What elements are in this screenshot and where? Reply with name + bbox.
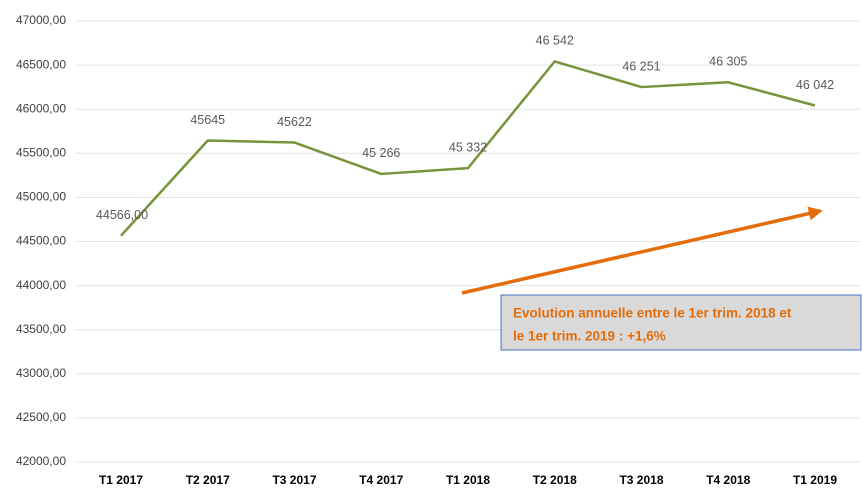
data-label: 44566,00 xyxy=(96,208,148,222)
y-tick-label: 45000,00 xyxy=(16,190,66,204)
data-label: 45622 xyxy=(277,115,312,129)
x-tick-label: T1 2018 xyxy=(446,473,490,487)
annotation-line: Evolution annuelle entre le 1er trim. 20… xyxy=(513,306,792,321)
annotation-line: le 1er trim. 2019 : +1,6% xyxy=(513,329,666,344)
y-tick-label: 43500,00 xyxy=(16,322,66,336)
x-tick-label: T4 2018 xyxy=(706,473,750,487)
y-tick-label: 45500,00 xyxy=(16,145,66,159)
x-tick-label: T3 2018 xyxy=(619,473,663,487)
data-label: 46 305 xyxy=(709,55,747,69)
y-tick-label: 42500,00 xyxy=(16,410,66,424)
x-tick-label: T2 2018 xyxy=(533,473,577,487)
trend-arrow xyxy=(461,206,823,295)
y-tick-label: 46000,00 xyxy=(16,101,66,115)
y-tick-label: 42000,00 xyxy=(16,454,66,468)
y-tick-label: 47000,00 xyxy=(16,13,66,27)
annotation-box xyxy=(500,294,862,351)
x-tick-label: T1 2019 xyxy=(793,473,837,487)
data-label: 46 542 xyxy=(536,34,574,48)
x-tick-label: T4 2017 xyxy=(359,473,403,487)
y-tick-label: 43000,00 xyxy=(16,366,66,380)
data-label: 45645 xyxy=(190,113,225,127)
y-tick-label: 46500,00 xyxy=(16,57,66,71)
y-tick-label: 44000,00 xyxy=(16,278,66,292)
data-label: 46 251 xyxy=(622,59,660,73)
x-tick-label: T1 2017 xyxy=(99,473,143,487)
y-tick-label: 44500,00 xyxy=(16,234,66,248)
data-label: 45 266 xyxy=(362,146,400,160)
x-tick-label: T3 2017 xyxy=(272,473,316,487)
data-line xyxy=(120,60,816,237)
data-label: 46 042 xyxy=(796,78,834,92)
x-tick-label: T2 2017 xyxy=(186,473,230,487)
data-label: 45 332 xyxy=(449,140,487,154)
